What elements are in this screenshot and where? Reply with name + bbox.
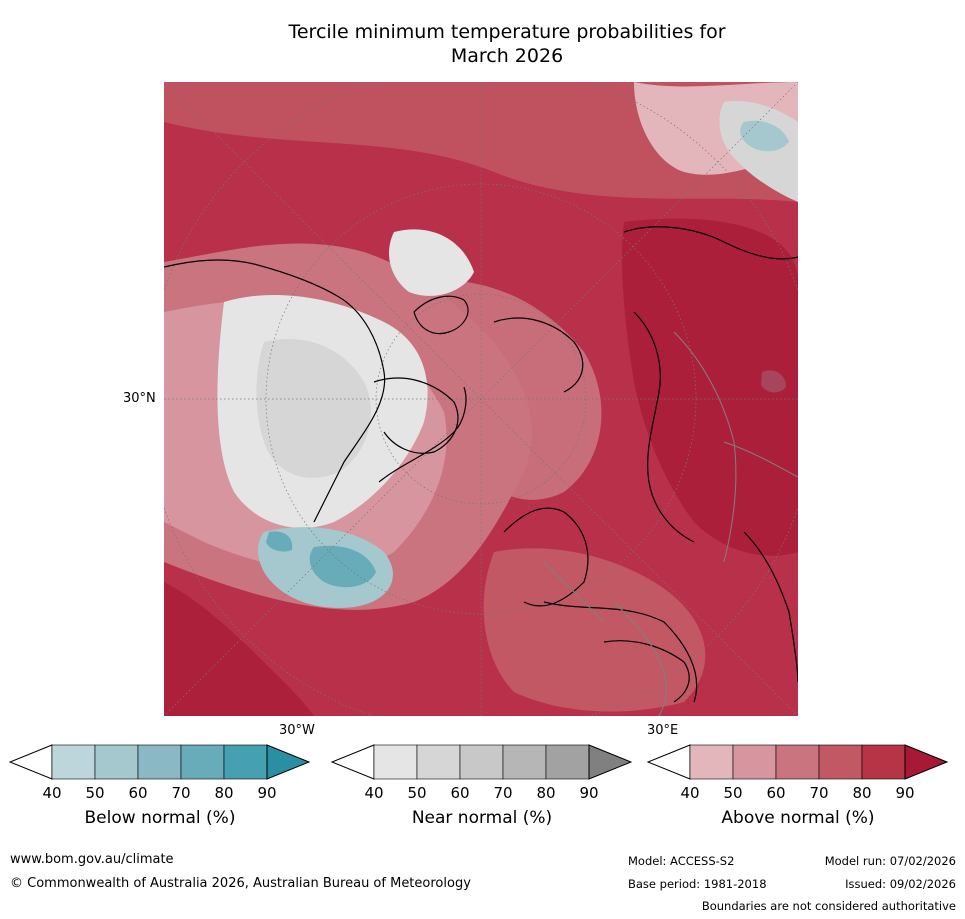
legend-near-normal: 40 50 60 70 80 90 Near normal (%) <box>330 740 633 828</box>
legend-below-normal-colorbar <box>8 744 311 780</box>
region-below-normal-ne <box>740 120 789 152</box>
colorbar-extend-high <box>588 744 633 780</box>
region-below-normal-west <box>266 531 293 552</box>
region-above-normal-arctic <box>414 280 602 500</box>
coastline-arctic-islands <box>493 317 584 393</box>
colorbar-extend-high <box>904 744 949 780</box>
graticule-lat-circle-70 <box>375 293 587 505</box>
colorbar-extend-low <box>8 744 53 780</box>
border-nordic <box>543 561 605 623</box>
legend-below-normal-tick: 50 <box>85 784 105 802</box>
legend-near-normal-tick: 80 <box>536 784 556 802</box>
coastline-east-asia <box>743 531 798 683</box>
colorbar-segment <box>416 744 461 780</box>
region-below-normal-us-core <box>309 545 376 588</box>
colorbar-extend-low <box>330 744 375 780</box>
colorbar-extend-high <box>266 744 311 780</box>
region-near-normal-greenland-sea <box>389 229 474 296</box>
colorbar-segment <box>373 744 418 780</box>
legend-near-normal-tick: 90 <box>579 784 599 802</box>
colorbar-segment <box>502 744 547 780</box>
colorbar-segment <box>818 744 863 780</box>
legend-near-normal-label: Near normal (%) <box>411 808 553 828</box>
legend-above-normal-tick: 70 <box>809 784 829 802</box>
coastline-greenland-north <box>413 295 469 335</box>
footer-copyright: © Commonwealth of Australia 2026, Austra… <box>10 876 471 891</box>
country-borders <box>543 331 798 716</box>
colorbar-segment <box>94 744 139 780</box>
coastline-europe <box>543 601 698 703</box>
colorbar-segment <box>545 744 590 780</box>
legend-above-normal-colorbar <box>646 744 949 780</box>
legend-below-normal-ticks: 40 50 60 70 80 90 <box>10 784 310 802</box>
map-title-line-2: March 2026 <box>450 45 564 67</box>
legend-near-normal-ticks: 40 50 60 70 80 90 <box>332 784 632 802</box>
legend-above-normal-ticks: 40 50 60 70 80 90 <box>648 784 948 802</box>
footer-model: Model: ACCESS-S2 <box>628 854 735 868</box>
colorbar-segment <box>180 744 225 780</box>
colorbar-segment <box>689 744 734 780</box>
coastline-scandinavia <box>503 507 589 607</box>
colorbar-segment <box>459 744 504 780</box>
legend-near-normal-colorbar <box>330 744 633 780</box>
legend-above-normal-tick: 40 <box>680 784 700 802</box>
probability-map <box>164 82 798 716</box>
region-near-normal-canada <box>256 338 371 478</box>
region-above-normal-europe <box>483 548 706 712</box>
legend-above-normal-tick: 80 <box>852 784 872 802</box>
colorbar-segment <box>732 744 777 780</box>
legend-near-normal-tick: 60 <box>450 784 470 802</box>
map-title-line-1: Tercile minimum temperature probabilitie… <box>288 21 726 43</box>
legend-below-normal-tick: 60 <box>128 784 148 802</box>
legend-below-normal-tick: 40 <box>42 784 62 802</box>
legend-below-normal-tick: 80 <box>214 784 234 802</box>
legend-below-normal-label: Below normal (%) <box>84 808 236 828</box>
region-above-normal-90-pacific <box>164 582 314 716</box>
coastline-north-america <box>164 259 386 523</box>
coastline-mediterranean <box>603 640 690 703</box>
colorbar-segment <box>861 744 906 780</box>
lat-label-30n: 30°N <box>123 391 156 406</box>
coastlines <box>164 226 798 703</box>
coastline-greenland-west <box>378 386 467 483</box>
legend-above-normal: 40 50 60 70 80 90 Above normal (%) <box>646 740 949 828</box>
lon-label-30e: 30°E <box>647 723 679 738</box>
legend-near-normal-tick: 70 <box>493 784 513 802</box>
legend-below-normal: 40 50 60 70 80 90 Below normal (%) <box>8 740 311 828</box>
footer-model-run: Model run: 07/02/2026 <box>824 854 956 868</box>
legend-below-normal-tick: 70 <box>171 784 191 802</box>
region-above-normal-90-asia <box>622 218 798 556</box>
border-russia-west <box>673 331 737 563</box>
lon-label-30w: 30°W <box>279 723 315 738</box>
graticule-meridian-135 <box>164 82 798 716</box>
colorbar-segment <box>137 744 182 780</box>
legend-above-normal-tick: 50 <box>723 784 743 802</box>
footer-website: www.bom.gov.au/climate <box>10 852 174 867</box>
coastline-russia <box>633 311 695 543</box>
map-title: Tercile minimum temperature probabilitie… <box>0 20 965 68</box>
footer-disclaimer: Boundaries are not considered authoritat… <box>701 899 956 913</box>
legend-near-normal-tick: 40 <box>364 784 384 802</box>
legend-above-normal-tick: 60 <box>766 784 786 802</box>
legend-near-normal-tick: 50 <box>407 784 427 802</box>
graticule <box>164 82 798 716</box>
probability-map-svg <box>164 82 798 716</box>
coastline-hudson-bay <box>373 377 459 454</box>
coastline-siberia <box>623 226 798 260</box>
footer-base-period: Base period: 1981-2018 <box>628 877 767 891</box>
colorbar-segment <box>223 744 268 780</box>
footer-issued: Issued: 09/02/2026 <box>845 877 956 891</box>
legend-below-normal-tick: 90 <box>257 784 277 802</box>
colorbar-extend-low <box>646 744 691 780</box>
legend-above-normal-label: Above normal (%) <box>721 808 875 828</box>
colorbar-segment <box>51 744 96 780</box>
legend-above-normal-tick: 90 <box>895 784 915 802</box>
colorbar-segment <box>775 744 820 780</box>
border-eastern-europe <box>613 601 667 716</box>
border-central-asia <box>723 441 798 478</box>
region-near-normal-far-ne <box>719 101 798 202</box>
